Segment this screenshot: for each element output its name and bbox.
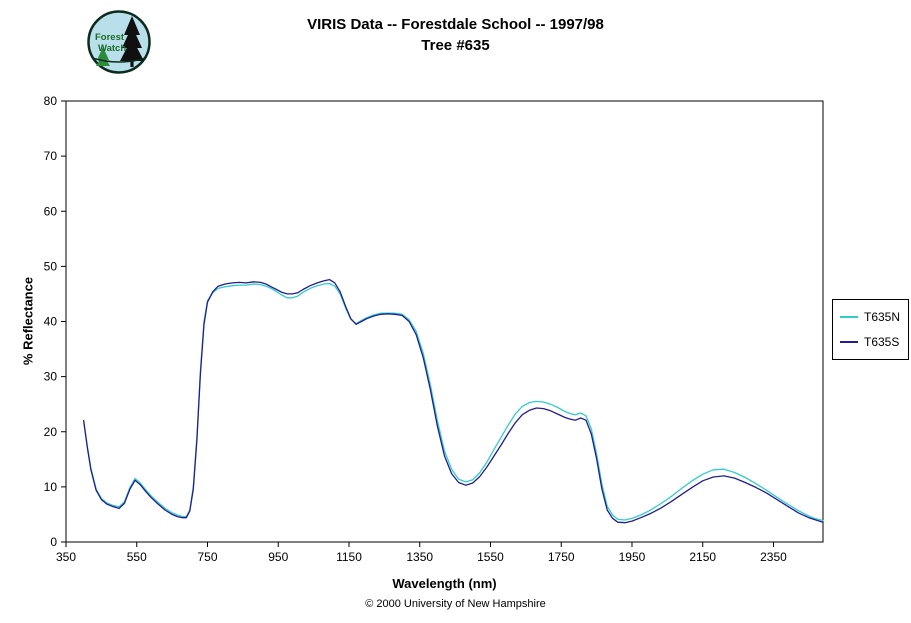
forest-watch-logo-image: Forest Watch [87,10,151,74]
y-tick-label: 0 [50,535,57,549]
x-tick-label: 2150 [689,550,716,564]
y-tick-label: 80 [44,94,58,108]
x-tick-label: 1550 [477,550,504,564]
series-line-t635s [83,278,824,524]
x-tick-label: 350 [56,550,76,564]
forest-watch-logo: Forest Watch [86,9,152,75]
copyright-text: © 2000 University of New Hampshire [365,598,546,610]
y-tick-label: 10 [44,480,58,494]
logo-black-tree [124,16,140,35]
y-tick-label: 20 [44,425,58,439]
logo-tree-trunk [130,59,134,67]
legend-line-swatch [840,341,858,343]
logo-black-tree [122,26,142,48]
x-tick-label: 550 [127,550,147,564]
logo-ground-line [91,57,147,63]
legend: T635N T635S [832,299,909,360]
chart-title: VIRIS Data -- Forestdale School -- 1997/… [307,16,604,33]
y-tick-label: 60 [44,204,58,218]
logo-text-watch: Watch [98,43,126,54]
x-tick-label: 1750 [548,550,575,564]
x-tick-label: 1150 [336,550,362,564]
x-tick-label: 1350 [406,550,433,564]
x-tick-label: 2350 [760,550,787,564]
x-tick-label: 1950 [619,550,646,564]
plot-area-border [65,100,824,543]
series-line-t635n [83,282,824,522]
legend-label: T635S [864,335,900,349]
legend-label: T635N [864,310,901,324]
chart-subtitle: Tree #635 [421,37,490,54]
y-tick-label: 30 [44,370,58,384]
logo-black-tree [120,38,144,61]
x-tick-label: 750 [197,550,217,564]
y-tick-label: 50 [44,259,58,273]
x-tick-label: 950 [268,550,288,564]
y-tick-label: 40 [44,315,58,329]
x-axis-label: Wavelength (nm) [392,576,497,591]
title-block: VIRIS Data -- Forestdale School -- 1997/… [0,14,911,56]
legend-line-swatch [840,316,858,318]
y-tick-label: 70 [44,149,58,163]
logo-green-tree [97,47,109,60]
legend-item-t635n: T635N [840,310,901,324]
legend-item-t635s: T635S [840,335,901,349]
logo-text-forest: Forest [95,32,125,43]
y-axis-label: % Reflectance [20,276,36,366]
